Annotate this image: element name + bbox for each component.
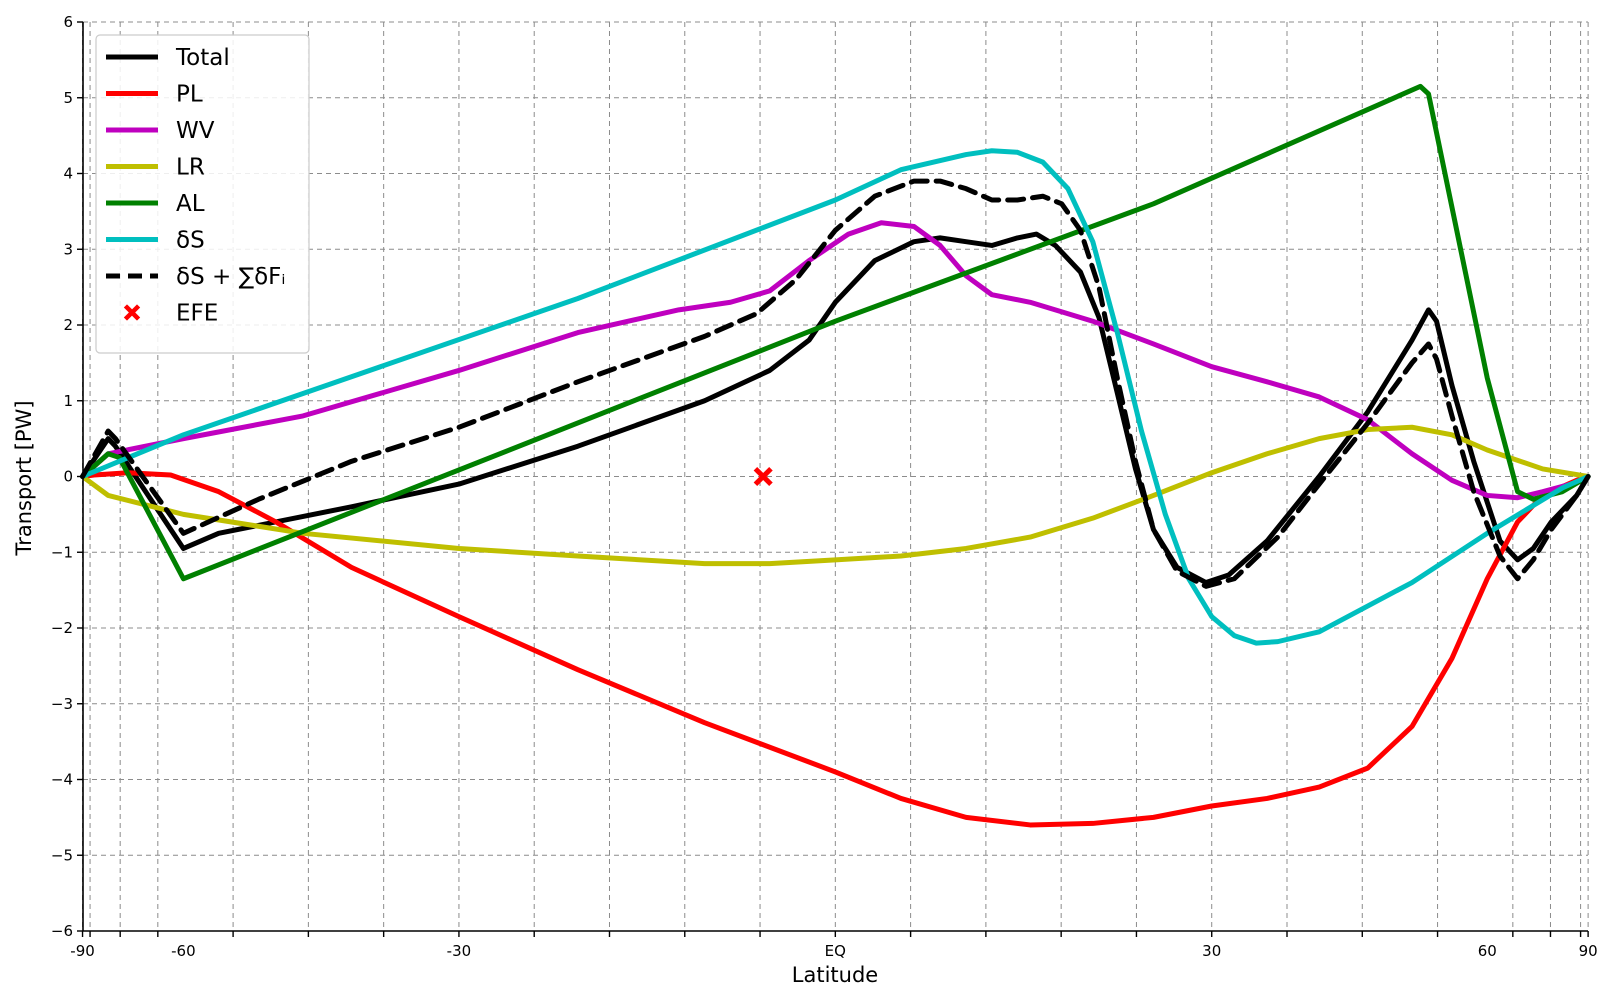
y-tick-label: −5: [51, 846, 73, 864]
series-line-1: [80, 470, 1591, 828]
series-line-5: [80, 148, 1591, 646]
x-tick-label: EQ: [825, 942, 846, 960]
legend-box: [95, 34, 310, 354]
y-tick-label: 3: [63, 240, 73, 258]
legend-label: Total: [175, 45, 230, 71]
series-line-0: [80, 231, 1591, 586]
legend-label: PL: [176, 82, 203, 108]
y-tick-label: 1: [63, 392, 73, 410]
y-axis-title: Transport [PW]: [12, 400, 36, 556]
y-tick-label: −2: [51, 619, 73, 637]
legend-label: LR: [176, 155, 205, 181]
axes: 6 5 4 3 2 1 0 −1 −2 −3 −4 −5 −6 -90 -60 -30 EQ 30 60 90: [51, 13, 1598, 960]
series-line-2: [80, 220, 1591, 501]
x-tick-label: -60: [171, 942, 196, 960]
x-tick-label: 90: [1579, 942, 1598, 960]
x-tick-label: -90: [70, 942, 95, 960]
y-tick-label: −3: [51, 695, 73, 713]
series-line-4: [80, 83, 1591, 582]
legend-label: AL: [176, 191, 205, 217]
x-axis-title: Latitude: [792, 963, 878, 987]
legend-label: EFE: [176, 301, 218, 327]
y-tick-label: 6: [63, 13, 73, 31]
series-line-3: [80, 424, 1591, 567]
legend-label: WV: [176, 118, 215, 144]
y-tick-label: 2: [63, 316, 73, 334]
legend-label: δS: [176, 228, 205, 254]
legend-marker: [123, 304, 141, 321]
y-tick-label: −6: [51, 922, 73, 940]
legend-label: δS + ∑δFᵢ: [176, 264, 285, 290]
x-tick-label: -30: [447, 942, 472, 960]
y-tick-label: −1: [51, 543, 73, 561]
x-tick-label: 30: [1202, 942, 1221, 960]
y-tick-label: 0: [63, 468, 73, 486]
markers: [753, 466, 773, 487]
series-line-6: [80, 178, 1591, 589]
series-lines: [80, 83, 1591, 828]
y-tick-label: 5: [63, 89, 73, 107]
legend: Total PL WV LR AL δS δS + ∑δFᵢ EFE: [95, 34, 310, 354]
y-tick-label: −4: [51, 771, 73, 789]
x-tick-label: 60: [1478, 942, 1497, 960]
y-tick-label: 4: [63, 165, 73, 183]
efe-marker: [753, 466, 773, 487]
